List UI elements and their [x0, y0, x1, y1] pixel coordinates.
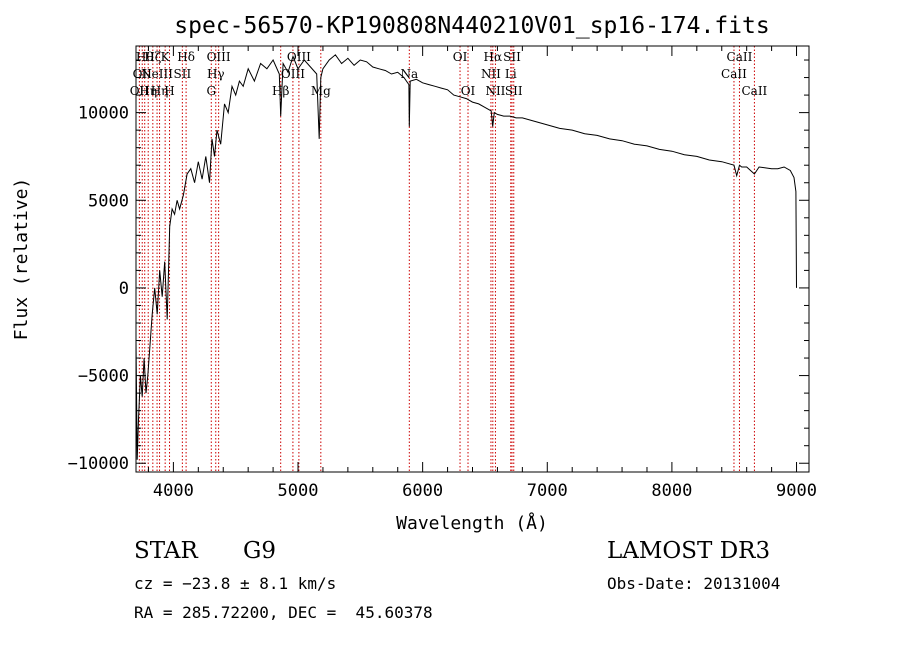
line-label-7: K	[161, 50, 171, 64]
survey-name: LAMOST DR3	[607, 538, 771, 564]
line-label-26: SII	[505, 84, 523, 98]
line-label-17: Mg	[311, 84, 331, 98]
y-axis-ticks: −10000 −5000 0 5000 10000	[68, 59, 809, 474]
line-label-25: SII	[503, 50, 521, 64]
x-tick-label-3: 7000	[527, 481, 568, 501]
line-label-19: OI	[453, 50, 468, 64]
object-class: STAR	[134, 538, 198, 564]
y-tick-label-1: −5000	[78, 367, 129, 387]
x-tick-label-1: 5000	[278, 481, 319, 501]
line-label-22: Hα	[484, 50, 503, 64]
line-label-27: CaII	[721, 67, 747, 81]
line-label-8: H	[164, 84, 174, 98]
line-label-5: NeIII	[141, 67, 173, 81]
ra-dec-coordinates: RA = 285.72200, DEC = 45.60378	[134, 603, 433, 622]
x-tick-label-5: 9000	[776, 481, 817, 501]
line-label-21: NII	[481, 67, 501, 81]
line-label-12: Hγ	[207, 67, 225, 81]
redshift-velocity: cz = −23.8 ± 8.1 km/s	[134, 574, 337, 593]
plot-frame	[135, 45, 810, 473]
y-tick-label-4: 10000	[78, 104, 129, 124]
line-label-28: CaII	[727, 50, 753, 64]
line-label-23: NII	[485, 84, 505, 98]
x-tick-label-4: 8000	[651, 481, 692, 501]
line-label-16: OIII	[287, 50, 311, 64]
x-axis-ticks: 4000 5000 6000 7000 8000 9000	[147, 46, 817, 501]
observation-date: Obs-Date: 20131004	[607, 574, 781, 593]
line-label-9: SII	[174, 67, 192, 81]
line-label-11: G	[206, 84, 216, 98]
object-subclass: G9	[243, 538, 277, 564]
line-label-18: Na	[400, 67, 418, 81]
chart-title: spec-56570-KP190808N440210V01_sp16-174.f…	[174, 13, 769, 39]
spectral-line-markers	[138, 46, 755, 472]
line-label-0: OII	[130, 84, 150, 98]
x-tick-label-0: 4000	[153, 481, 194, 501]
y-tick-label-0: −10000	[68, 454, 129, 474]
line-label-29: CaII	[741, 84, 767, 98]
line-label-20: OI	[461, 84, 476, 98]
line-label-6: Hη	[151, 84, 169, 98]
line-label-13: OIII	[207, 50, 231, 64]
line-label-15: OIII	[281, 67, 305, 81]
line-label-24: Li	[505, 67, 517, 81]
line-label-14: Hβ	[272, 84, 289, 98]
line-label-10: Hδ	[177, 50, 195, 64]
y-tick-label-3: 5000	[88, 191, 129, 211]
spectrum-line	[135, 54, 797, 460]
line-label-4: Hζ	[144, 50, 161, 64]
x-axis-label: Wavelength (Å)	[396, 512, 548, 534]
x-tick-label-2: 6000	[402, 481, 443, 501]
line-label-3: Hη	[139, 84, 157, 98]
y-tick-label-2: 0	[119, 279, 129, 299]
spectrum-chart: spec-56570-KP190808N440210V01_sp16-174.f…	[11, 13, 817, 534]
y-axis-label: Flux (relative)	[11, 178, 32, 341]
